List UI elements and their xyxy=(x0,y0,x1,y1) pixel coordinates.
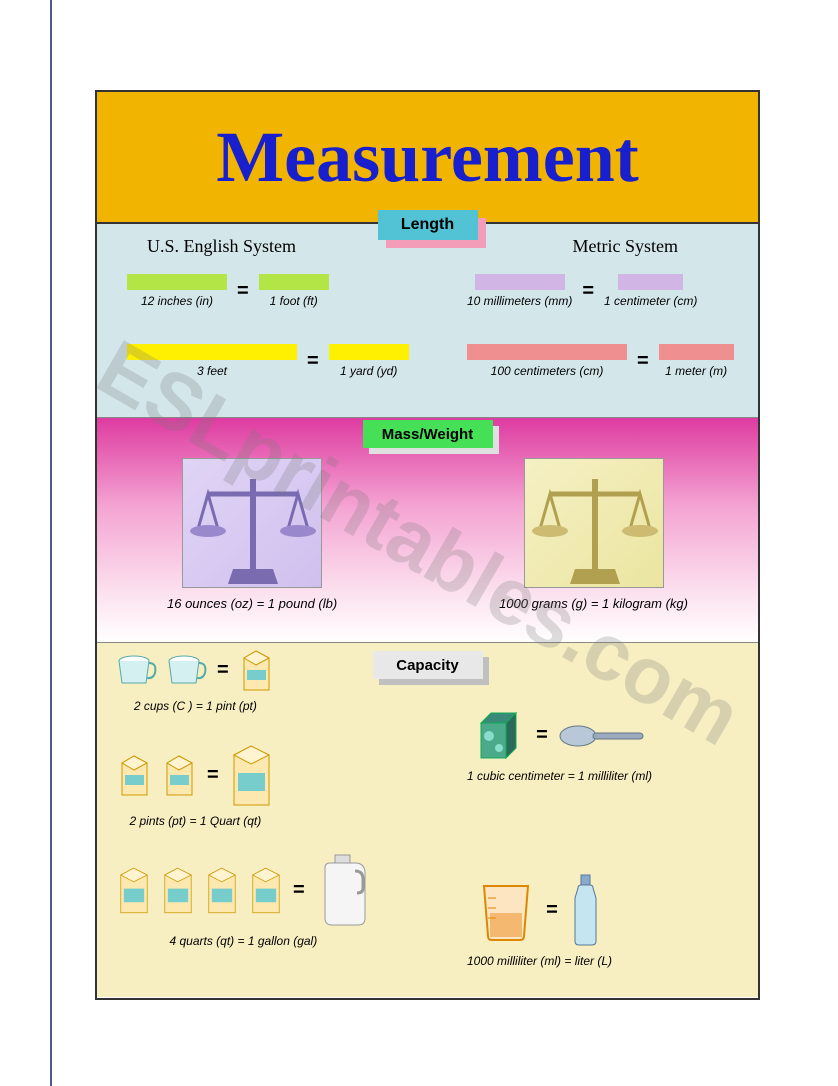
label-1-yard: 1 yard (yd) xyxy=(340,364,397,378)
cube-icon xyxy=(471,708,526,763)
quart-carton-icon xyxy=(249,863,283,918)
bar-mm xyxy=(475,274,565,290)
mass-metric: 1000 grams (g) = 1 kilogram (kg) xyxy=(499,458,688,611)
label-3-feet: 3 feet xyxy=(197,364,227,378)
label-10-mm: 10 millimeters (mm) xyxy=(467,294,572,308)
length-label-text: Length xyxy=(378,210,478,240)
length-label: Length xyxy=(378,210,478,240)
length-us-row-1: 12 inches (in) = 1 foot (ft) xyxy=(127,274,329,308)
capacity-label-text: Capacity xyxy=(373,651,483,679)
cap-quarts-gallon: = 4 quarts (qt) = 1 gallon (gal) xyxy=(117,853,370,948)
quart-carton-icon xyxy=(205,863,239,918)
bar-feet xyxy=(127,344,297,360)
equals-icon: = xyxy=(207,764,219,787)
label-12-inches: 12 inches (in) xyxy=(141,294,213,308)
cap-cc-ml: = 1 cubic centimeter = 1 milliliter (ml) xyxy=(467,708,652,783)
cup-icon xyxy=(117,653,157,688)
length-metric-row-1: 10 millimeters (mm) = 1 centimeter (cm) xyxy=(467,274,697,308)
label-1-foot: 1 foot (ft) xyxy=(270,294,318,308)
poster-title: Measurement xyxy=(216,116,639,199)
equals-icon: = xyxy=(582,280,594,303)
measurement-poster: Measurement Length U.S. English System M… xyxy=(95,90,760,1000)
equals-icon: = xyxy=(237,280,249,303)
label-ml-liter: 1000 milliliter (ml) = liter (L) xyxy=(467,954,612,968)
bar-meter xyxy=(659,344,734,360)
bar-yard xyxy=(329,344,409,360)
bar-inches xyxy=(127,274,227,290)
mass-us: 16 ounces (oz) = 1 pound (lb) xyxy=(167,458,337,611)
label-cc-ml: 1 cubic centimeter = 1 milliliter (ml) xyxy=(467,769,652,783)
gallon-jug-icon xyxy=(315,853,370,928)
bar-cm xyxy=(618,274,683,290)
cap-pints-quart: = 2 pints (pt) = 1 Quart (qt) xyxy=(117,743,274,828)
equals-icon: = xyxy=(293,879,305,902)
quart-carton-icon xyxy=(161,863,195,918)
label-quarts-gallon: 4 quarts (qt) = 1 gallon (gal) xyxy=(169,934,317,948)
cap-ml-liter: = 1000 milliliter (ml) = liter (L) xyxy=(467,873,612,968)
page-left-border xyxy=(50,0,52,1086)
cup-icon xyxy=(167,653,207,688)
label-mass-us: 16 ounces (oz) = 1 pound (lb) xyxy=(167,596,337,611)
mass-label: Mass/Weight xyxy=(363,420,493,448)
mass-label-text: Mass/Weight xyxy=(363,420,493,448)
metric-header: Metric System xyxy=(573,236,679,257)
equals-icon: = xyxy=(307,350,319,373)
bottle-icon xyxy=(568,873,603,948)
length-us-row-2: 3 feet = 1 yard (yd) xyxy=(127,344,409,378)
length-section: Length U.S. English System Metric System… xyxy=(97,222,758,417)
capacity-section: Capacity = 2 cups (C ) = 1 pint (pt) = 1… xyxy=(97,642,758,997)
label-1-cm: 1 centimeter (cm) xyxy=(604,294,697,308)
spoon-icon xyxy=(558,721,648,751)
cap-cups-pint: = 2 cups (C ) = 1 pint (pt) xyxy=(117,648,274,713)
bar-100cm xyxy=(467,344,627,360)
balance-scale-icon xyxy=(524,458,664,588)
balance-scale-icon xyxy=(182,458,322,588)
capacity-label: Capacity xyxy=(373,651,483,679)
label-pints-quart: 2 pints (pt) = 1 Quart (qt) xyxy=(129,814,261,828)
pint-carton-icon xyxy=(162,753,197,798)
label-cups-pint: 2 cups (C ) = 1 pint (pt) xyxy=(134,699,257,713)
length-metric-row-2: 100 centimeters (cm) = 1 meter (m) xyxy=(467,344,734,378)
mass-section: Mass/Weight 16 ounces (oz) = 1 pound (lb… xyxy=(97,417,758,642)
equals-icon: = xyxy=(536,724,548,747)
equals-icon: = xyxy=(546,899,558,922)
label-mass-metric: 1000 grams (g) = 1 kilogram (kg) xyxy=(499,596,688,611)
label-100-cm: 100 centimeters (cm) xyxy=(491,364,604,378)
title-bar: Measurement xyxy=(97,92,758,222)
pint-carton-icon xyxy=(117,753,152,798)
bar-foot xyxy=(259,274,329,290)
beaker-icon xyxy=(476,878,536,943)
equals-icon: = xyxy=(637,350,649,373)
us-header: U.S. English System xyxy=(147,236,296,257)
quart-carton-icon xyxy=(229,743,274,808)
quart-carton-icon xyxy=(117,863,151,918)
pint-carton-icon xyxy=(239,648,274,693)
equals-icon: = xyxy=(217,659,229,682)
label-1-meter: 1 meter (m) xyxy=(665,364,727,378)
